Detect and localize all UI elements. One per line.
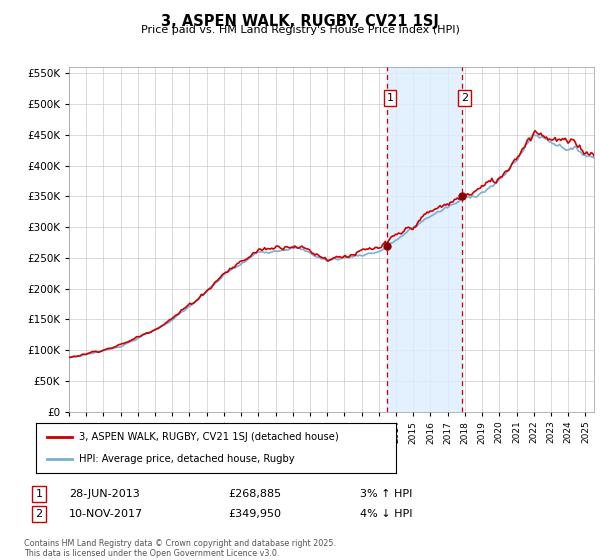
Text: £268,885: £268,885 xyxy=(228,489,281,499)
Text: 4% ↓ HPI: 4% ↓ HPI xyxy=(360,509,413,519)
Bar xyxy=(387,67,462,412)
Text: 2: 2 xyxy=(461,93,468,103)
Text: 2: 2 xyxy=(35,509,43,519)
Text: 3, ASPEN WALK, RUGBY, CV21 1SJ: 3, ASPEN WALK, RUGBY, CV21 1SJ xyxy=(161,14,439,29)
Text: 1: 1 xyxy=(35,489,43,499)
Text: 10-NOV-2017: 10-NOV-2017 xyxy=(69,509,143,519)
Text: HPI: Average price, detached house, Rugby: HPI: Average price, detached house, Rugb… xyxy=(79,454,295,464)
Text: Contains HM Land Registry data © Crown copyright and database right 2025.
This d: Contains HM Land Registry data © Crown c… xyxy=(24,539,336,558)
Text: £349,950: £349,950 xyxy=(228,509,281,519)
Text: 3, ASPEN WALK, RUGBY, CV21 1SJ (detached house): 3, ASPEN WALK, RUGBY, CV21 1SJ (detached… xyxy=(79,432,339,442)
Text: 3% ↑ HPI: 3% ↑ HPI xyxy=(360,489,412,499)
Text: Price paid vs. HM Land Registry's House Price Index (HPI): Price paid vs. HM Land Registry's House … xyxy=(140,25,460,35)
Text: 1: 1 xyxy=(386,93,394,103)
Text: 28-JUN-2013: 28-JUN-2013 xyxy=(69,489,140,499)
